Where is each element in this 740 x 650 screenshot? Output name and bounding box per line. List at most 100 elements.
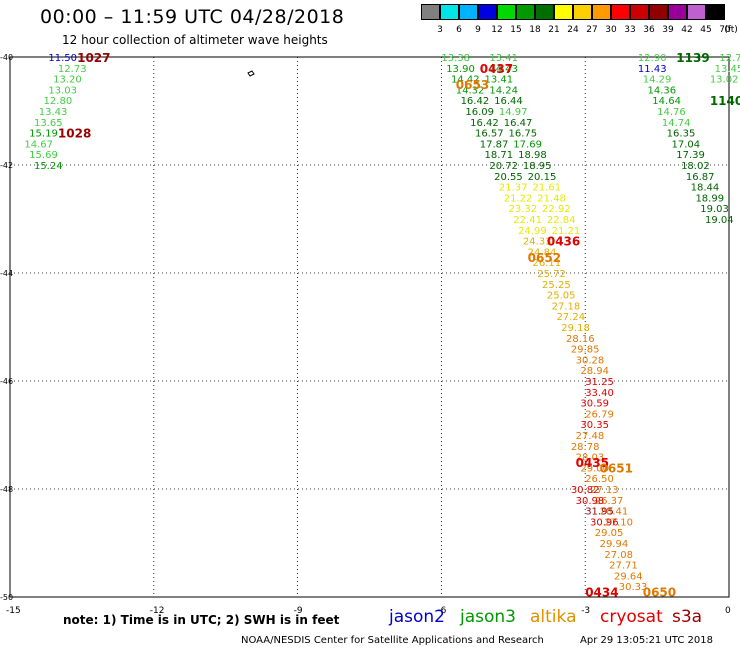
wave-height-value: 14.67: [24, 139, 53, 150]
legend-swatch: [440, 4, 459, 20]
wave-height-value: 19.03: [700, 204, 729, 215]
wave-height-value: 22.84: [547, 215, 576, 226]
legend-swatch: [630, 4, 649, 20]
legend-swatch: [535, 4, 554, 20]
wave-height-value: 26.79: [585, 409, 614, 420]
footer-note: note: 1) Time is in UTC; 2) SWH is in fe…: [63, 613, 340, 627]
mission-jason3: jason3: [460, 607, 516, 627]
pass-time-label: 0650: [643, 586, 676, 600]
wave-height-value: 27.71: [609, 561, 638, 572]
legend-unit: (ft): [724, 25, 738, 35]
legend-level-label: 9: [475, 25, 481, 35]
legend-swatch: [573, 4, 592, 20]
wave-height-value: 18.44: [691, 183, 720, 194]
wave-height-value: 21.48: [537, 193, 566, 204]
wave-height-value: 28.16: [566, 334, 595, 345]
page-subtitle: 12 hour collection of altimeter wave hei…: [62, 33, 328, 47]
wave-height-value: 15.24: [34, 161, 63, 172]
wave-height-value: 14.36: [648, 85, 677, 96]
wave-height-value: 18.71: [485, 150, 514, 161]
wave-height-value: 15.69: [29, 150, 58, 161]
wave-height-value: 28.94: [580, 366, 609, 377]
wave-height-value: 14.32: [456, 85, 485, 96]
legend-level-label: 42: [681, 25, 693, 35]
wave-height-value: 30.82: [571, 485, 600, 496]
wave-height-value: 13.38: [441, 53, 470, 64]
wave-height-value: 30.98: [576, 496, 605, 507]
credit-line: NOAA/NESDIS Center for Satellite Applica…: [241, 635, 544, 646]
wave-height-value: 19.04: [705, 215, 734, 226]
legend-swatch: [592, 4, 611, 20]
y-tick-label: -40: [0, 53, 13, 62]
wave-height-value: 26.37: [595, 496, 624, 507]
y-tick-label: -46: [0, 377, 13, 386]
wave-height-value: 16.09: [465, 107, 494, 118]
legend-swatch: [478, 4, 497, 20]
wave-height-value: 14.42: [451, 75, 480, 86]
legend-swatch: [649, 4, 668, 20]
plot-frame: [9, 56, 730, 598]
generated-timestamp: Apr 29 13:05:21 UTC 2018: [580, 635, 713, 646]
wave-height-value: 13.02: [710, 75, 739, 86]
wave-height-value: 17.39: [676, 150, 705, 161]
wave-height-value: 30.28: [576, 355, 605, 366]
wave-height-value: 18.02: [681, 161, 710, 172]
legend-level-label: 21: [548, 25, 560, 35]
wave-height-value: 17.87: [480, 139, 509, 150]
wave-height-value: 26.11: [532, 258, 561, 269]
wave-height-value: 14.24: [489, 85, 518, 96]
legend-swatch: [611, 4, 630, 20]
wave-height-value: 28.78: [571, 442, 600, 453]
x-tick-label: -12: [150, 606, 165, 616]
wave-height-value: 24.33: [523, 237, 552, 248]
legend-level-label: 6: [456, 25, 462, 35]
wave-height-value: 16.35: [667, 129, 696, 140]
wave-height-value: 30.35: [580, 420, 609, 431]
legend-swatch: [668, 4, 687, 20]
wave-height-value: 12.80: [44, 96, 73, 107]
wave-height-value: 29.85: [571, 345, 600, 356]
wave-height-value: 18.98: [518, 150, 547, 161]
wave-height-value: 25.72: [537, 269, 566, 280]
wave-height-value: 22.41: [513, 215, 542, 226]
wave-height-value: 16.87: [686, 172, 715, 183]
pass-time-label: 0653: [456, 78, 489, 92]
legend-level-label: 12: [491, 25, 503, 35]
legend-level-label: 30: [605, 25, 617, 35]
pass-time-label: 0435: [576, 456, 609, 470]
wave-height-value: 29.05: [595, 528, 624, 539]
wave-height-value: 13.65: [34, 118, 63, 129]
pass-time-label: 0437: [480, 62, 513, 76]
wave-height-value: 21.21: [552, 226, 581, 237]
wave-height-value: 25.05: [547, 291, 576, 302]
wave-height-value: 30.59: [580, 399, 609, 410]
wave-height-value: 12.90: [638, 53, 667, 64]
legend-swatch: [497, 4, 516, 20]
legend-level-label: 39: [662, 25, 674, 35]
wave-height-value: 14.64: [652, 96, 681, 107]
wave-height-value: 13.03: [48, 85, 77, 96]
wave-height-value: 28.41: [600, 507, 629, 518]
legend-swatch: [516, 4, 535, 20]
legend-level-label: 18: [529, 25, 541, 35]
wave-height-value: 16.75: [509, 129, 538, 140]
legend-swatch: [706, 4, 725, 20]
legend-level-label: 33: [624, 25, 636, 35]
wave-height-value: 12.78: [719, 53, 740, 64]
mission-s3a: s3a: [672, 607, 703, 627]
wave-height-value: 13.41: [485, 75, 514, 86]
wave-height-value: 15.19: [29, 129, 58, 140]
wave-height-value: 23.32: [509, 204, 538, 215]
wave-height-value: 21.61: [532, 183, 561, 194]
wave-height-value: 26.50: [585, 474, 614, 485]
wave-height-value: 18.95: [523, 161, 552, 172]
wave-height-value: 16.57: [475, 129, 504, 140]
wave-height-value: 27.10: [604, 517, 633, 528]
wave-height-value: 13.45: [715, 64, 740, 75]
page-title: 00:00 – 11:59 UTC 04/28/2018: [40, 6, 345, 28]
wave-height-value: 29.64: [614, 571, 643, 582]
wave-height-value: 14.74: [662, 118, 691, 129]
legend-swatch: [554, 4, 573, 20]
wave-height-value: 14.29: [643, 75, 672, 86]
legend-swatch: [687, 4, 706, 20]
